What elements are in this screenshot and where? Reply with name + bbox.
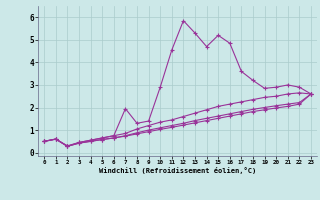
- X-axis label: Windchill (Refroidissement éolien,°C): Windchill (Refroidissement éolien,°C): [99, 167, 256, 174]
